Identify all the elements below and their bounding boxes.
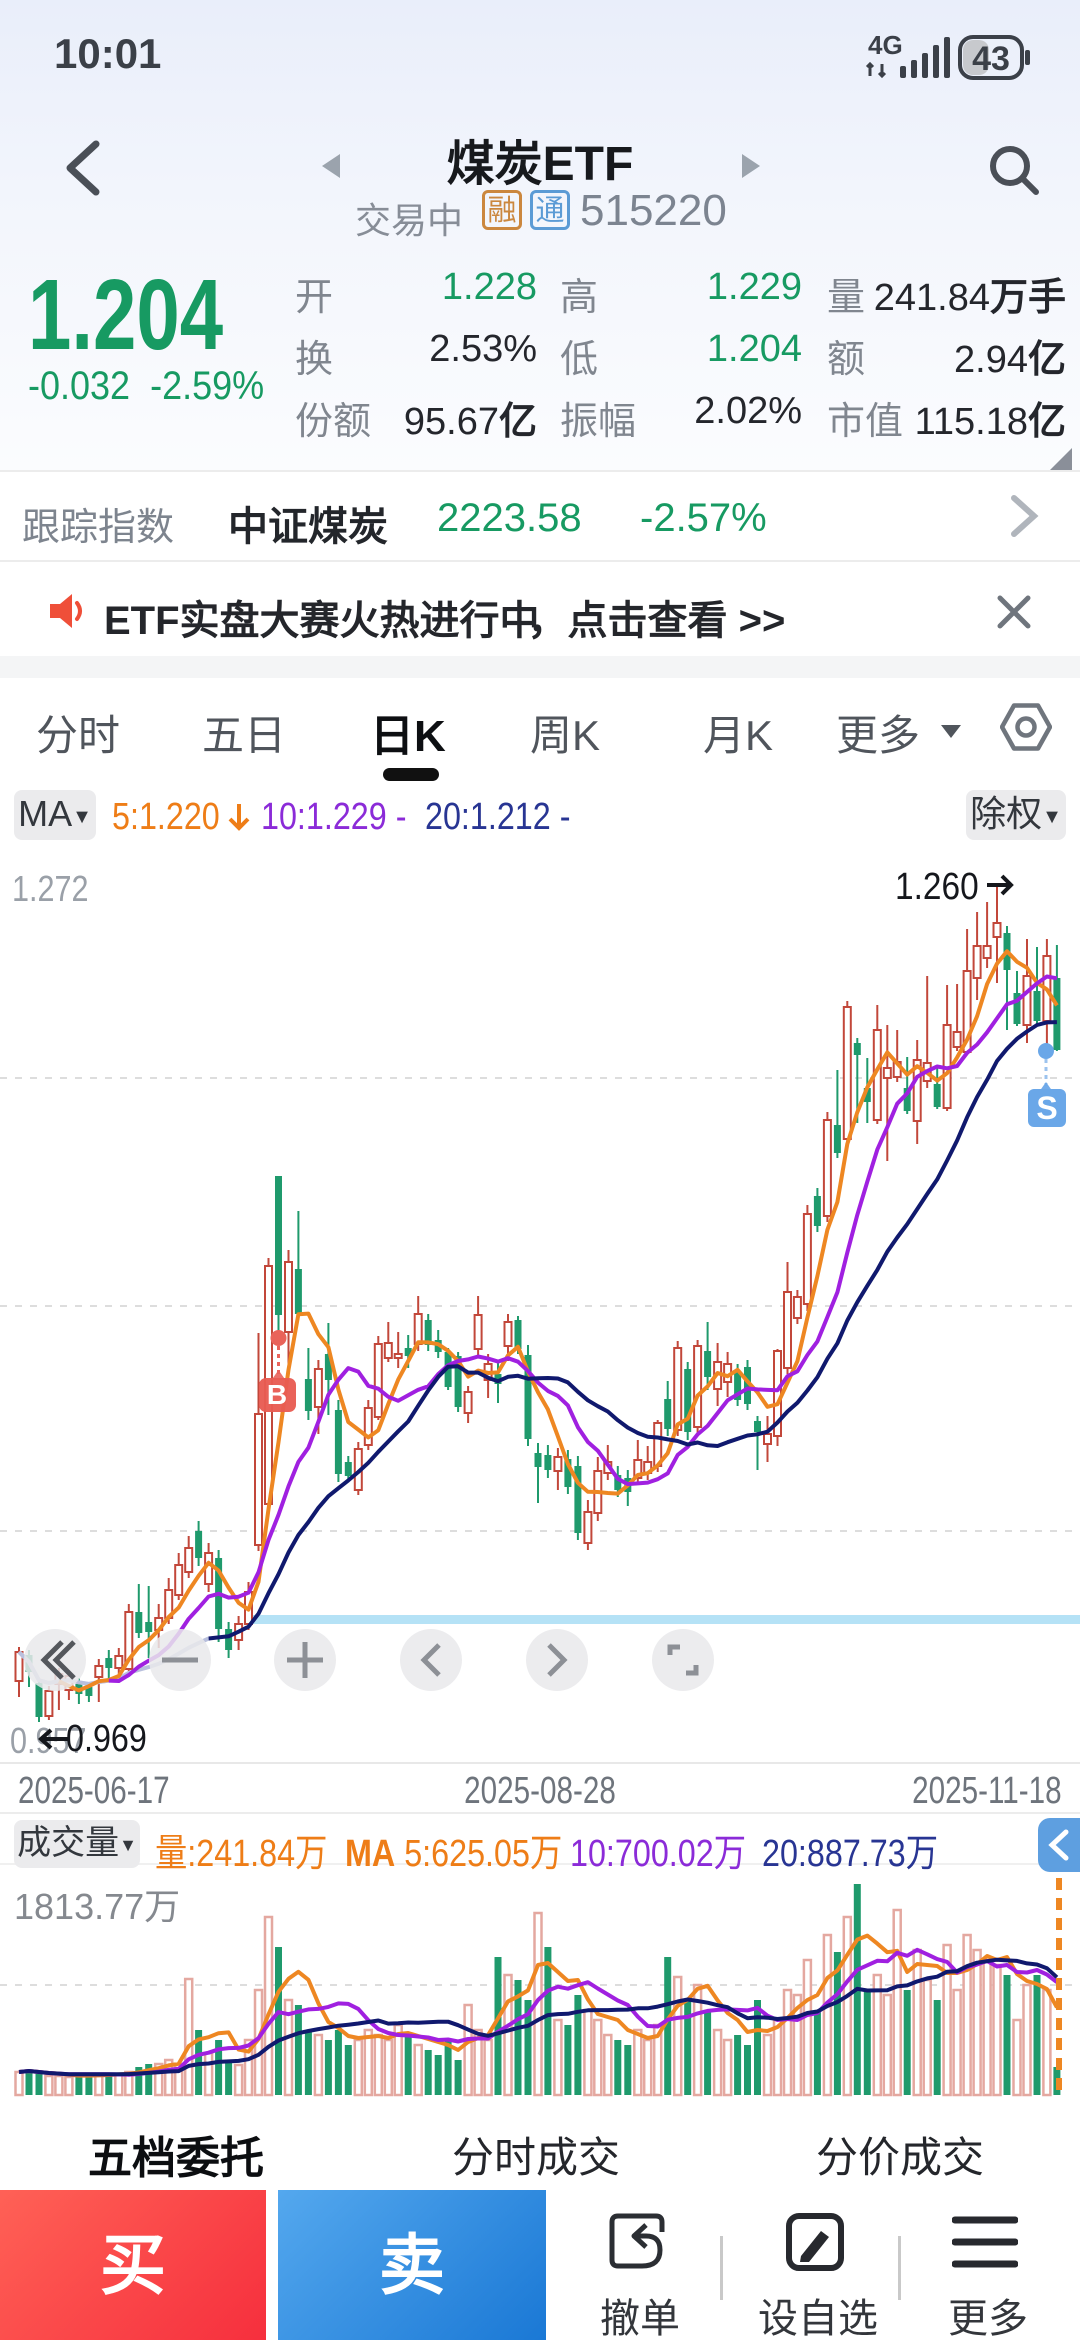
svg-text:4G: 4G [868,30,903,60]
svg-text:S: S [1036,1090,1057,1126]
svg-text:43: 43 [972,40,1010,78]
svg-text:B: B [267,1379,287,1410]
